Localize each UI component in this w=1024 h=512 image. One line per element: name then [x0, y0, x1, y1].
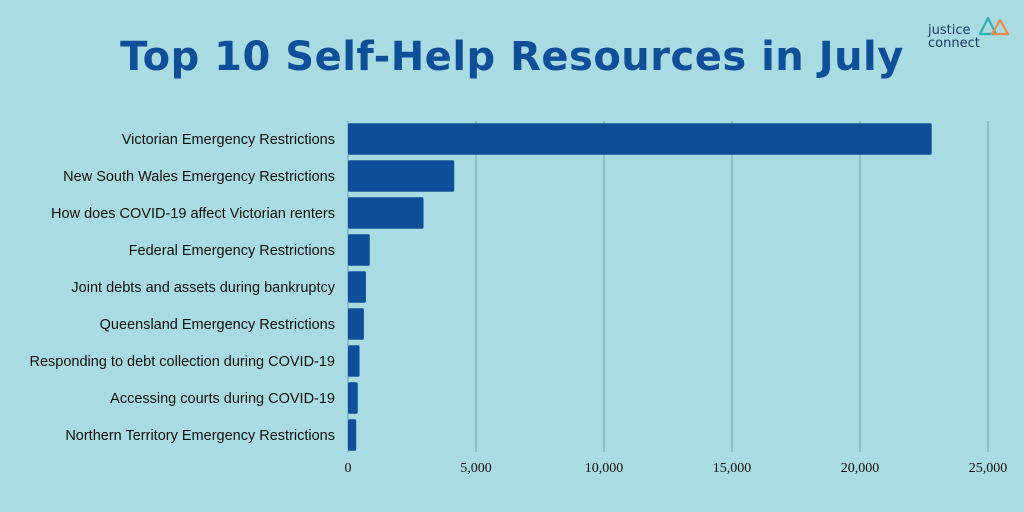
category-label-3: Federal Emergency Restrictions: [129, 243, 335, 259]
bar-7: [348, 382, 358, 414]
x-tick-label-1: 5,000: [460, 461, 492, 476]
bar-1: [348, 160, 455, 192]
category-label-5: Queensland Emergency Restrictions: [100, 317, 335, 333]
chart-title: Top 10 Self-Help Resources in July: [120, 34, 904, 80]
category-label-7: Accessing courts during COVID-19: [110, 391, 335, 407]
bar-3: [348, 234, 370, 266]
category-label-1: New South Wales Emergency Restrictions: [63, 169, 335, 185]
bar-5: [348, 308, 364, 340]
category-label-8: Northern Territory Emergency Restriction…: [65, 428, 335, 444]
justice-connect-triangles-logo-icon: [978, 16, 1010, 36]
x-tick-label-3: 15,000: [713, 461, 752, 476]
x-tick-label-0: 0: [345, 461, 352, 476]
category-label-2: How does COVID-19 affect Victorian rente…: [51, 206, 335, 222]
brand-logo: justice connect: [924, 12, 1016, 52]
bar-2: [348, 197, 424, 229]
x-tick-label-2: 10,000: [585, 461, 624, 476]
brand-name-line2: connect: [928, 36, 980, 51]
x-tick-label-4: 20,000: [841, 461, 880, 476]
bar-8: [348, 419, 357, 451]
bar-0: [348, 123, 932, 155]
bar-6: [348, 345, 360, 377]
category-label-0: Victorian Emergency Restrictions: [122, 132, 335, 148]
category-label-6: Responding to debt collection during COV…: [30, 354, 335, 370]
category-label-4: Joint debts and assets during bankruptcy: [71, 280, 335, 296]
x-tick-label-5: 25,000: [969, 461, 1008, 476]
brand-name-line1: justice: [928, 23, 971, 38]
bar-4: [348, 271, 366, 303]
